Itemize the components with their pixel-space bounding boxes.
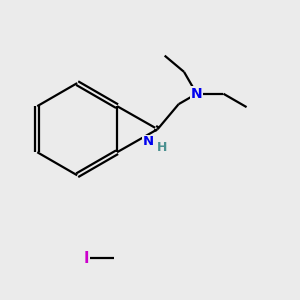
Text: N: N	[142, 135, 154, 148]
Text: N: N	[191, 87, 203, 101]
Text: I: I	[83, 251, 89, 266]
Text: H: H	[157, 141, 167, 154]
